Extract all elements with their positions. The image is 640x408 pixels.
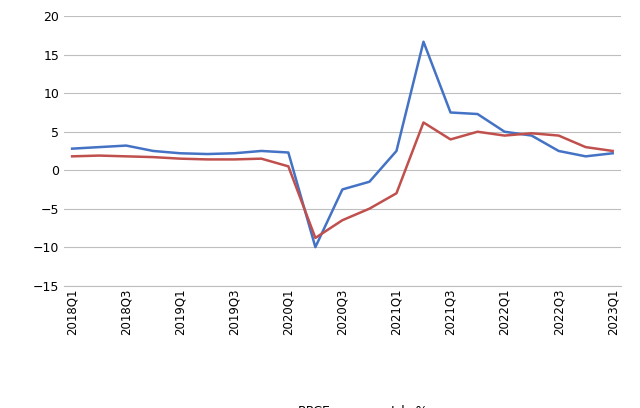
Jobs%: [177, 156, 184, 161]
Jobs%: [68, 154, 76, 159]
Jobs%: [339, 218, 346, 223]
Jobs%: [204, 157, 211, 162]
Jobs%: [528, 131, 536, 136]
RPCE: [177, 151, 184, 156]
RPCE: [365, 179, 373, 184]
RPCE: [312, 245, 319, 250]
Jobs%: [365, 206, 373, 211]
Jobs%: [149, 155, 157, 160]
RPCE: [95, 145, 103, 150]
RPCE: [447, 110, 454, 115]
RPCE: [204, 152, 211, 157]
RPCE: [285, 150, 292, 155]
RPCE: [582, 154, 589, 159]
RPCE: [257, 149, 265, 153]
Jobs%: [420, 120, 428, 125]
RPCE: [528, 133, 536, 138]
Jobs%: [474, 129, 481, 134]
Jobs%: [500, 133, 508, 138]
Jobs%: [392, 191, 400, 196]
Jobs%: [555, 133, 563, 138]
Jobs%: [312, 235, 319, 240]
Legend: RPCE, Jobs%: RPCE, Jobs%: [257, 405, 428, 408]
RPCE: [339, 187, 346, 192]
Jobs%: [447, 137, 454, 142]
RPCE: [68, 146, 76, 151]
Jobs%: [95, 153, 103, 158]
RPCE: [149, 149, 157, 153]
Line: RPCE: RPCE: [72, 42, 612, 247]
Line: Jobs%: Jobs%: [72, 122, 612, 238]
RPCE: [230, 151, 238, 156]
Jobs%: [230, 157, 238, 162]
RPCE: [500, 129, 508, 134]
RPCE: [555, 149, 563, 153]
Jobs%: [285, 164, 292, 169]
Jobs%: [257, 156, 265, 161]
RPCE: [609, 151, 616, 156]
RPCE: [392, 149, 400, 153]
RPCE: [420, 39, 428, 44]
Jobs%: [122, 154, 130, 159]
RPCE: [122, 143, 130, 148]
Jobs%: [609, 149, 616, 153]
RPCE: [474, 111, 481, 116]
Jobs%: [582, 145, 589, 150]
